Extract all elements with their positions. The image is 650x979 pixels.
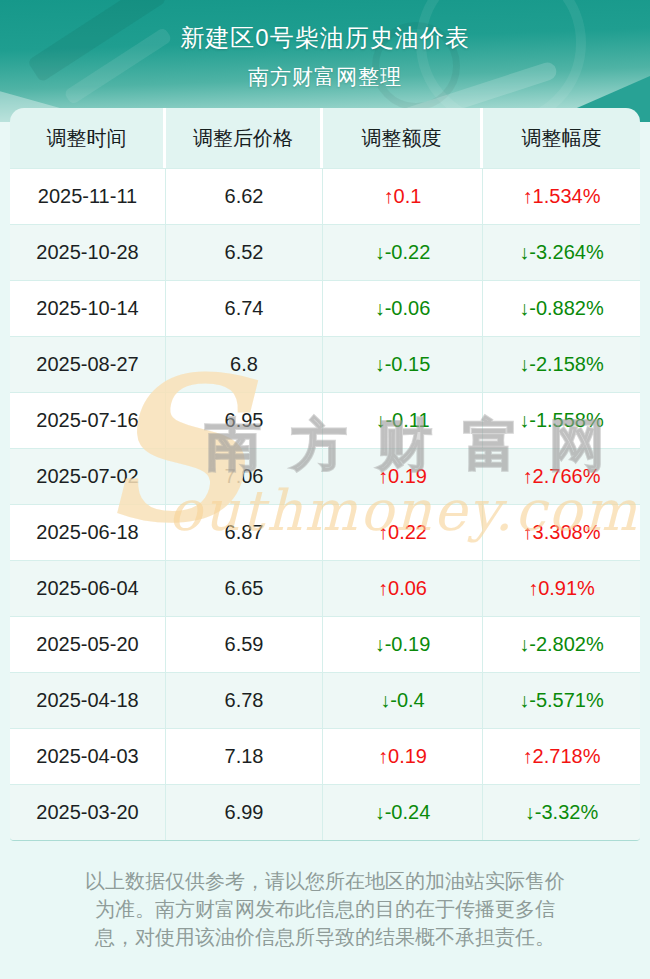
cell-date: 2025-04-03	[10, 729, 166, 784]
page: 新建区0号柴油历史油价表 南方财富网整理 调整时间 调整后价格 调整额度 调整幅…	[0, 0, 650, 979]
table-row: 2025-04-037.18↑0.19↑2.718%	[10, 728, 640, 784]
cell-change: ↓-0.11	[323, 393, 483, 448]
cell-percent: ↑0.91%	[483, 561, 640, 616]
table-row: 2025-06-186.87↑0.22↑3.308%	[10, 504, 640, 560]
cell-change: ↓-0.4	[323, 673, 483, 728]
cell-price: 6.99	[166, 785, 323, 840]
page-title: 新建区0号柴油历史油价表	[0, 0, 650, 54]
cell-change: ↓-0.22	[323, 225, 483, 280]
cell-change: ↑0.19	[323, 449, 483, 504]
cell-percent: ↓-3.32%	[483, 785, 640, 840]
cell-change: ↑0.06	[323, 561, 483, 616]
cell-price: 6.74	[166, 281, 323, 336]
header-banner: 新建区0号柴油历史油价表 南方财富网整理	[0, 0, 650, 122]
column-header-percent: 调整幅度	[483, 108, 640, 168]
cell-date: 2025-05-20	[10, 617, 166, 672]
cell-percent: ↑2.718%	[483, 729, 640, 784]
cell-date: 2025-07-16	[10, 393, 166, 448]
cell-date: 2025-08-27	[10, 337, 166, 392]
cell-change: ↑0.1	[323, 169, 483, 224]
cell-percent: ↓-5.571%	[483, 673, 640, 728]
cell-percent: ↓-1.558%	[483, 393, 640, 448]
table-row: 2025-06-046.65↑0.06↑0.91%	[10, 560, 640, 616]
column-header-date: 调整时间	[10, 108, 166, 168]
cell-percent: ↑3.308%	[483, 505, 640, 560]
cell-date: 2025-10-28	[10, 225, 166, 280]
cell-change: ↑0.22	[323, 505, 483, 560]
cell-date: 2025-04-18	[10, 673, 166, 728]
cell-change: ↑0.19	[323, 729, 483, 784]
price-table-body: 2025-11-116.62↑0.1↑1.534%2025-10-286.52↓…	[10, 168, 640, 840]
cell-date: 2025-10-14	[10, 281, 166, 336]
disclaimer-line: 以上数据仅供参考，请以您所在地区的加油站实际售价	[0, 867, 650, 895]
table-row: 2025-11-116.62↑0.1↑1.534%	[10, 168, 640, 224]
cell-price: 6.62	[166, 169, 323, 224]
table-row: 2025-04-186.78↓-0.4↓-5.571%	[10, 672, 640, 728]
cell-percent: ↓-0.882%	[483, 281, 640, 336]
cell-price: 6.87	[166, 505, 323, 560]
table-row: 2025-07-027.06↑0.19↑2.766%	[10, 448, 640, 504]
column-header-price: 调整后价格	[166, 108, 323, 168]
cell-percent: ↓-3.264%	[483, 225, 640, 280]
cell-date: 2025-03-20	[10, 785, 166, 840]
cell-change: ↓-0.15	[323, 337, 483, 392]
cell-date: 2025-06-04	[10, 561, 166, 616]
cell-percent: ↓-2.802%	[483, 617, 640, 672]
cell-change: ↓-0.24	[323, 785, 483, 840]
disclaimer-line: 息，对使用该油价信息所导致的结果概不承担责任。	[0, 923, 650, 951]
cell-price: 6.78	[166, 673, 323, 728]
cell-price: 7.06	[166, 449, 323, 504]
price-table: 调整时间 调整后价格 调整额度 调整幅度 2025-11-116.62↑0.1↑…	[10, 108, 640, 841]
table-row: 2025-08-276.8↓-0.15↓-2.158%	[10, 336, 640, 392]
cell-percent: ↑2.766%	[483, 449, 640, 504]
cell-percent: ↓-2.158%	[483, 337, 640, 392]
cell-change: ↓-0.06	[323, 281, 483, 336]
price-table-header: 调整时间 调整后价格 调整额度 调整幅度	[10, 108, 640, 168]
cell-date: 2025-11-11	[10, 169, 166, 224]
cell-price: 6.59	[166, 617, 323, 672]
cell-change: ↓-0.19	[323, 617, 483, 672]
cell-percent: ↑1.534%	[483, 169, 640, 224]
cell-price: 6.65	[166, 561, 323, 616]
cell-price: 7.18	[166, 729, 323, 784]
cell-date: 2025-07-02	[10, 449, 166, 504]
disclaimer-line: 为准。南方财富网发布此信息的目的在于传播更多信	[0, 895, 650, 923]
cell-price: 6.52	[166, 225, 323, 280]
cell-price: 6.8	[166, 337, 323, 392]
cell-price: 6.95	[166, 393, 323, 448]
cell-date: 2025-06-18	[10, 505, 166, 560]
column-header-change: 调整额度	[323, 108, 483, 168]
table-row: 2025-10-146.74↓-0.06↓-0.882%	[10, 280, 640, 336]
table-row: 2025-05-206.59↓-0.19↓-2.802%	[10, 616, 640, 672]
table-row: 2025-10-286.52↓-0.22↓-3.264%	[10, 224, 640, 280]
table-row: 2025-07-166.95↓-0.11↓-1.558%	[10, 392, 640, 448]
table-row: 2025-03-206.99↓-0.24↓-3.32%	[10, 784, 640, 840]
page-subtitle: 南方财富网整理	[0, 63, 650, 91]
disclaimer: 以上数据仅供参考，请以您所在地区的加油站实际售价 为准。南方财富网发布此信息的目…	[0, 867, 650, 951]
